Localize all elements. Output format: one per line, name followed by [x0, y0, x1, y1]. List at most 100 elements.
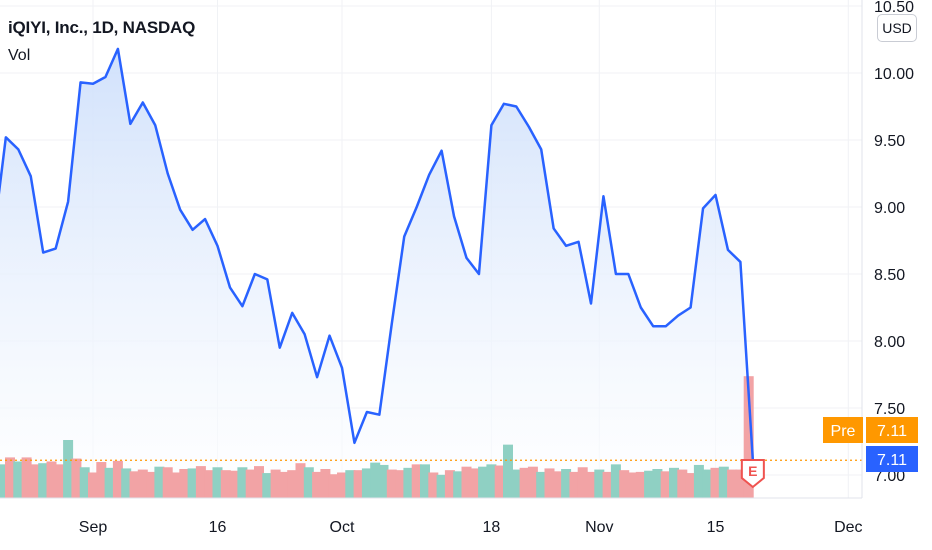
- volume-bar-34: [254, 466, 264, 498]
- volume-bar-19: [129, 471, 140, 498]
- y-tick-label-1: 10.00: [874, 66, 914, 83]
- x-axis[interactable]: Sep 16 Oct 18 Nov 15 Dec: [0, 497, 863, 550]
- volume-bar-23: [162, 467, 173, 498]
- volume-bar-15: [96, 462, 107, 498]
- volume-bar-91: [727, 469, 738, 498]
- y-tick-label-3: 9.00: [874, 200, 905, 217]
- volume-bar-31: [229, 470, 240, 498]
- volume-bar-73: [577, 467, 588, 498]
- volume-bar-25: [179, 469, 190, 498]
- volume-bar-67: [527, 466, 538, 498]
- price-tags: Pre 7.11 7.11: [823, 417, 918, 472]
- volume-bar-93: [743, 376, 754, 498]
- volume-bar-44: [337, 472, 347, 498]
- price-line: [0, 47, 755, 462]
- volume-bar-71: [561, 469, 572, 498]
- volume-bar-30: [220, 470, 231, 498]
- y-tick-label-7: 7.00: [874, 468, 905, 485]
- volume-bars: [0, 376, 754, 498]
- volume-bar-50: [386, 469, 397, 498]
- volume-bar-87: [693, 464, 704, 498]
- currency-button[interactable]: USD: [877, 14, 917, 42]
- volume-bar-74: [586, 471, 596, 498]
- price-overlays: E: [0, 459, 862, 489]
- volume-bar-29: [212, 467, 223, 498]
- volume-bar-38: [287, 470, 298, 498]
- volume-bar-33: [245, 469, 256, 498]
- y-tick-label-0: 10.50: [874, 0, 914, 16]
- volume-bar-17: [112, 460, 123, 498]
- volume-bar-24: [171, 472, 181, 498]
- volume-bar-78: [619, 470, 630, 498]
- volume-bar-85: [677, 469, 688, 498]
- volume-bar-75: [594, 469, 605, 498]
- volume-bar-62: [486, 464, 497, 498]
- volume-bar-59: [461, 466, 472, 498]
- volume-bar-11: [63, 440, 74, 498]
- volume-bar-32: [237, 467, 248, 498]
- volume-bar-89: [710, 467, 721, 498]
- volume-bar-18: [121, 468, 132, 498]
- pre-price-text: 7.11: [877, 423, 907, 440]
- x-tick-label-1: 16: [209, 519, 227, 536]
- x-tick-label-3: 18: [483, 519, 501, 536]
- volume-bar-65: [511, 469, 522, 498]
- volume-bar-52: [403, 467, 414, 498]
- volume-bar-22: [154, 466, 165, 498]
- volume-bar-26: [187, 468, 198, 498]
- x-tick-label-6: Dec: [834, 519, 862, 536]
- volume-bar-81: [644, 470, 655, 498]
- y-tick-label-5: 8.00: [874, 334, 905, 351]
- volume-bar-7: [29, 464, 40, 498]
- price-line-path: [0, 47, 755, 462]
- volume-bar-41: [312, 471, 323, 498]
- volume-bar-80: [635, 471, 646, 498]
- volume-bar-4: [5, 457, 15, 498]
- volume-bar-61: [478, 466, 489, 498]
- volume-bar-42: [320, 469, 331, 498]
- volume-bar-70: [552, 471, 563, 498]
- volume-bar-36: [270, 469, 281, 498]
- volume-bar-76: [602, 471, 613, 498]
- volume-bar-86: [685, 473, 696, 498]
- volume-legend-label[interactable]: Vol: [8, 47, 31, 64]
- earnings-marker-label: E: [748, 463, 757, 479]
- y-tick-label-6: 7.50: [874, 401, 905, 418]
- symbol-title[interactable]: iQIYI, Inc., 1D, NASDAQ: [8, 18, 196, 37]
- volume-bar-90: [718, 466, 729, 498]
- pre-price-tag: [866, 417, 918, 443]
- pre-label-text: Pre: [831, 423, 856, 440]
- volume-bar-79: [627, 472, 638, 498]
- volume-bar-53: [411, 464, 422, 498]
- volume-bar-21: [146, 471, 157, 498]
- volume-bar-27: [195, 466, 206, 498]
- volume-bar-63: [494, 465, 505, 498]
- volume-bar-16: [104, 467, 115, 498]
- earnings-marker[interactable]: [740, 459, 765, 489]
- volume-bar-46: [353, 470, 364, 498]
- volume-bar-58: [453, 471, 464, 498]
- x-tick-label-0: Sep: [79, 519, 108, 536]
- volume-bar-28: [204, 470, 215, 498]
- volume-bar-88: [702, 469, 713, 498]
- last-price-text: 7.11: [877, 452, 907, 469]
- pre-label-tag: [823, 417, 863, 443]
- volume-bar-6: [21, 457, 32, 498]
- y-tick-label-2: 9.50: [874, 133, 905, 150]
- volume-bar-3: [0, 464, 7, 498]
- volume-bar-43: [328, 474, 339, 498]
- volume-bar-64: [503, 444, 513, 498]
- volume-bar-54: [420, 464, 430, 498]
- volume-bar-47: [361, 468, 372, 498]
- volume-bar-48: [370, 462, 381, 498]
- volume-bar-9: [46, 461, 57, 498]
- volume-bar-45: [345, 470, 356, 498]
- x-tick-label-2: Oct: [330, 519, 355, 536]
- volume-bar-72: [569, 471, 580, 498]
- volume-bar-12: [71, 458, 82, 498]
- x-tick-label-4: Nov: [585, 519, 613, 536]
- volume-bar-56: [436, 474, 447, 498]
- volume-bar-35: [262, 473, 273, 498]
